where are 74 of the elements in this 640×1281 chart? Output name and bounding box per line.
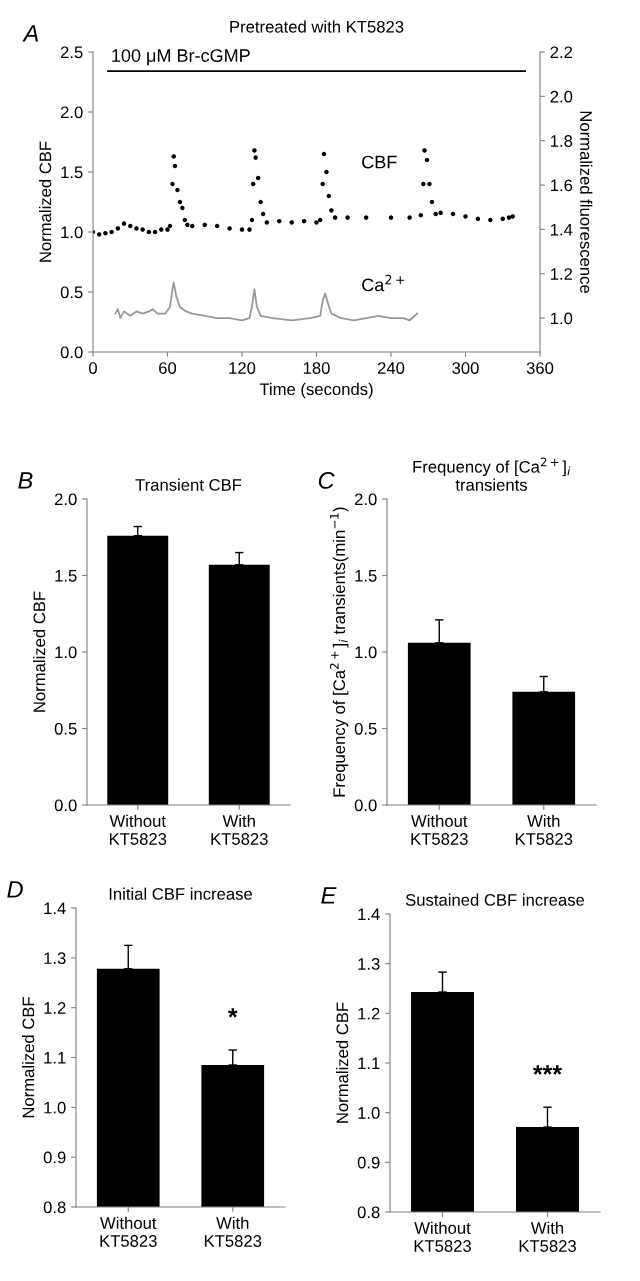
x-tick-label: Without KT5823 [414,1221,471,1252]
y-tick-label: 0.8 [357,1206,380,1219]
chart-title: Frequency of [Ca$^{2+}$]$_{i}$ transients [413,457,571,491]
chart-title: Initial CBF increase [109,887,253,900]
text: C [318,472,335,489]
y-axis-title: Normalized CBF [39,141,52,262]
x-tick-label: 60 [159,362,177,374]
y-tick-label: 1.1 [358,1057,380,1070]
series-label: CBF [362,155,397,169]
x-tick-label: 120 [229,362,256,374]
y-tick-label: 1.4 [44,902,66,915]
x-tick-label: Without KT5823 [100,1216,157,1247]
y-tick-label: 0.0 [354,799,377,812]
y-tick-label: 1.0 [355,646,377,659]
y-tick-label: 1.5 [55,570,77,582]
y-tick-label: 0.8 [43,1201,66,1214]
x-tick-label: With KT5823 [515,814,573,845]
text: E [321,887,337,904]
y2-axis-title: Normalized fluorescence [580,111,593,293]
series-label: 100 μM Br-cGMP [112,49,250,66]
y-tick-label: 1.0 [61,226,83,239]
y2-tick-label: 1.4 [550,223,573,236]
x-tick-label: 300 [452,362,479,374]
x-tick-label: With KT5823 [519,1221,576,1252]
y-tick-label: 0.5 [60,286,83,299]
x-tick-label: 180 [303,362,330,374]
text: A [22,25,39,42]
x-tick-label: 360 [526,362,554,374]
y-tick-label: 2.0 [54,493,77,506]
text: B [18,472,33,489]
y-axis-title: Normalized CBF [22,997,35,1118]
annotation: *** [532,1065,563,1075]
y-tick-label: 1.0 [358,1107,380,1119]
y2-tick-label: 1.6 [550,179,573,192]
y-tick-label: 1.3 [44,952,66,965]
text: D [7,881,23,898]
y-tick-label: 0.5 [54,722,77,735]
y2-tick-label: 1.0 [550,312,573,325]
x-tick-label: With KT5823 [211,814,268,845]
x-tick-label: 240 [377,362,405,374]
y2-tick-label: 1.2 [550,268,573,280]
y-tick-label: 2.5 [60,46,83,59]
x-tick-label: Without KT5823 [109,814,167,845]
annotation: * [227,1008,238,1018]
x-tick-label: Without KT5823 [411,814,468,845]
y-tick-label: 1.0 [55,646,77,659]
y-tick-label: 1.3 [358,958,380,970]
y-tick-label: 1.2 [44,1002,66,1014]
x-tick-label: 0 [89,362,97,374]
y2-tick-label: 2.2 [550,46,573,59]
y-tick-label: 0.9 [43,1151,66,1164]
chart-title: Sustained CBF increase [405,893,585,906]
y-tick-label: 0.0 [54,799,77,812]
y-tick-label: 1.0 [44,1101,66,1114]
y-tick-label: 0.5 [354,722,377,735]
y-axis-title: Frequency of [Ca$^{2+}$]$_{i}$ transients(min$^{−1}$) [329,507,349,797]
y-tick-label: 1.2 [358,1007,380,1020]
y2-tick-label: 1.8 [550,135,573,147]
series-label: Ca$^{2+}$ [362,274,405,292]
y-tick-label: 2.0 [354,493,377,506]
y-tick-label: 1.5 [61,166,83,179]
chart-title: Transient CBF [135,478,242,491]
y-tick-label: 2.0 [60,106,83,119]
chart-title: Pretreated with KT5823 [230,20,404,33]
y-tick-label: 1.5 [355,570,377,582]
y-axis-title: Normalized CBF [33,591,46,712]
y-tick-label: 1.4 [358,908,380,921]
y-tick-label: 0.9 [357,1156,380,1169]
x-axis-title: Time (seconds) [259,382,373,399]
y2-tick-label: 2.0 [550,90,573,103]
y-tick-label: 1.1 [44,1052,66,1064]
y-tick-label: 0.0 [60,346,83,359]
y-axis-title: Normalized CBF [336,1002,349,1123]
x-tick-label: With KT5823 [204,1216,262,1247]
